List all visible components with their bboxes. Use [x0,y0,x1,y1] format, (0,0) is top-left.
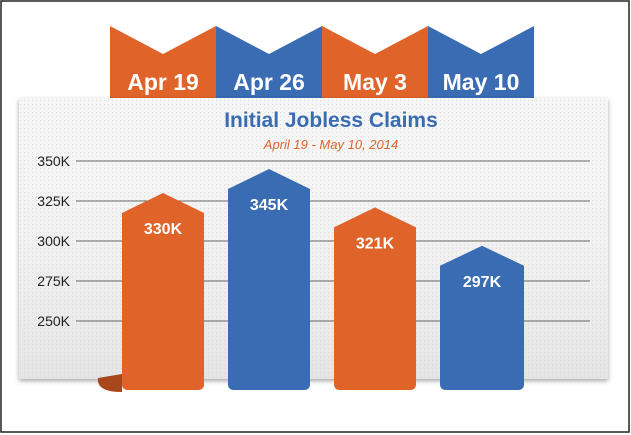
tab-banner [322,26,428,98]
chart-title: Initial Jobless Claims [224,109,438,132]
tab-label: Apr 26 [233,69,305,95]
y-axis-ticks: 250K 275K 300K 325K 350K [37,153,70,329]
bar-value-label: 330K [144,221,183,238]
bar-value-label: 345K [250,197,289,214]
bar-value-label: 321K [356,235,395,252]
bar [334,207,416,390]
y-tick-label: 250K [37,313,70,329]
data-labels: 330K 345K 321K 297K [144,197,502,291]
y-tick-label: 300K [37,233,70,249]
tab-label: May 10 [443,69,520,95]
bar [228,169,310,390]
tab-label: Apr 19 [127,69,199,95]
chart-subtitle: April 19 - May 10, 2014 [263,137,398,152]
bar [122,193,204,390]
bar-curl [97,374,122,392]
tab-banner [216,26,322,98]
category-tabs: Apr 19 Apr 26 May 3 May 10 [110,26,534,98]
bar [440,245,524,390]
tab-banner [428,26,534,98]
y-tick-label: 325K [37,193,70,209]
tab-banner [110,26,216,98]
bars [97,169,524,392]
y-tick-label: 275K [37,273,70,289]
bar-value-label: 297K [463,274,502,291]
y-tick-label: 350K [37,153,70,169]
tab-label: May 3 [343,69,407,95]
